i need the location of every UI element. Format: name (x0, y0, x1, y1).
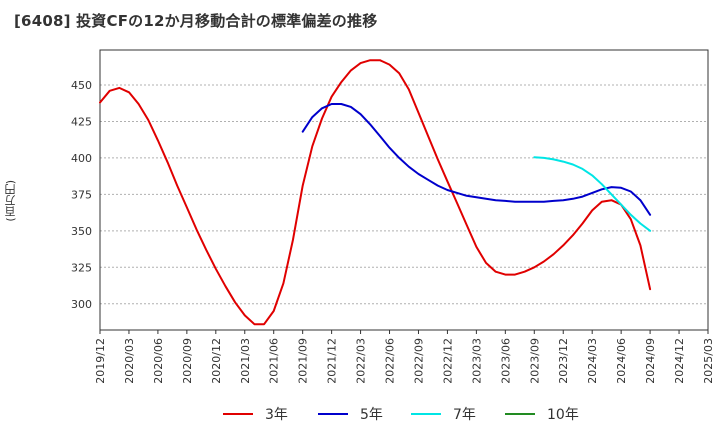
legend-label: 10年 (547, 407, 579, 423)
x-tick-label: 2022/12 (441, 338, 454, 384)
x-tick-label: 2025/03 (702, 338, 715, 384)
y-tick-label: 300 (71, 298, 92, 311)
legend-swatch (505, 413, 535, 415)
line-chart: 300 325 350 375 400 425 450 2019/12 2020/03 2020… (71, 49, 715, 384)
x-tick-label: 2024/03 (586, 338, 599, 384)
y-tick-label: 450 (71, 79, 92, 92)
x-tick-label: 2021/12 (326, 338, 339, 384)
series-line-2 (301, 103, 652, 216)
x-tick-label: 2021/09 (297, 338, 310, 384)
x-tick-label: 2023/06 (499, 338, 512, 384)
legend-label: 5年 (360, 407, 383, 423)
legend: 3年 5年 7年 10年 (0, 402, 720, 426)
grid-layer (100, 84, 708, 305)
x-tick-label: 2023/03 (470, 338, 483, 384)
y-tick-label: 400 (71, 152, 92, 165)
plot-area-border (99, 49, 709, 331)
x-tick-label: 2021/06 (268, 338, 281, 384)
y-tick-label: 375 (71, 188, 92, 201)
y-tick-labels: 300 325 350 375 400 425 450 (71, 79, 92, 311)
legend-swatch (411, 413, 441, 415)
x-tick-label: 2024/06 (615, 338, 628, 384)
y-tick-label: 350 (71, 225, 92, 238)
series-line-3 (533, 156, 652, 232)
x-tick-label: 2020/03 (123, 338, 136, 384)
legend-item: 3年 (223, 402, 288, 426)
legend-swatch (318, 413, 348, 415)
y-tick-label: 325 (71, 261, 92, 274)
legend-item: 7年 (411, 402, 476, 426)
y-tick-label: 425 (71, 115, 92, 128)
x-tick-label: 2023/09 (528, 338, 541, 384)
legend-label: 7年 (453, 407, 476, 423)
x-tick-labels: 2019/12 2020/03 2020/06 2020/09 2020/12 2021/… (94, 330, 715, 384)
legend-item: 5年 (318, 402, 383, 426)
legend-label: 3年 (265, 407, 288, 423)
legend-swatch (223, 413, 253, 415)
series-line-1 (99, 59, 652, 326)
x-tick-label: 2021/03 (239, 338, 252, 384)
chart-title: [6408] 投資CFの12か月移動合計の標準偏差の推移 (14, 12, 378, 30)
x-tick-label: 2022/06 (384, 338, 397, 384)
x-tick-label: 2020/06 (152, 338, 165, 384)
x-tick-label: 2022/09 (412, 338, 425, 384)
x-tick-label: 2020/09 (181, 338, 194, 384)
x-tick-label: 2019/12 (94, 338, 107, 384)
series-layer (99, 59, 652, 326)
x-tick-label: 2024/09 (644, 338, 657, 384)
x-tick-label: 2024/12 (673, 338, 686, 384)
legend-item: 10年 (505, 402, 579, 426)
x-tick-label: 2023/12 (557, 338, 570, 384)
x-tick-label: 2020/12 (210, 338, 223, 384)
x-tick-label: 2022/03 (355, 338, 368, 384)
